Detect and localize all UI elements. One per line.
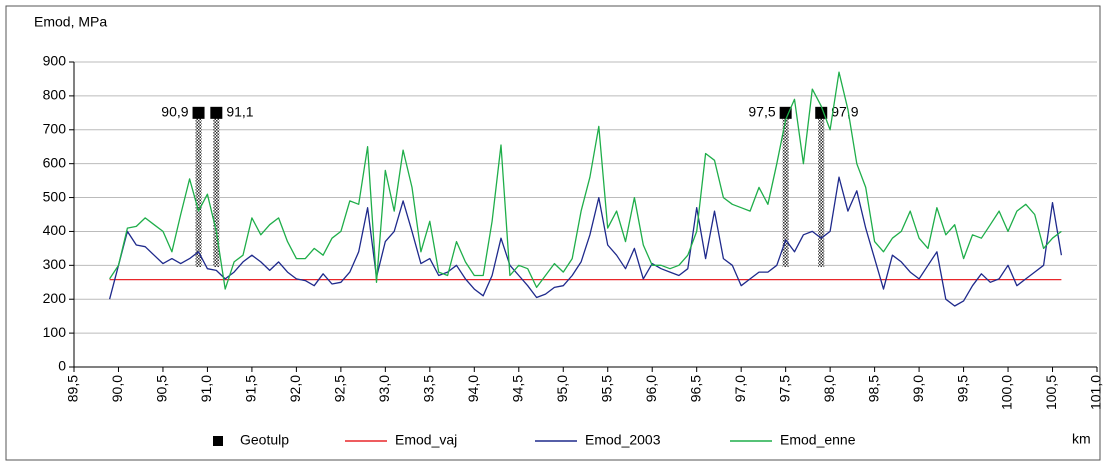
geotulp-marker bbox=[192, 106, 205, 119]
x-tick-label: 96,0 bbox=[643, 375, 659, 402]
geotulp-bar bbox=[195, 112, 202, 268]
x-tick-label: 96,5 bbox=[687, 375, 703, 402]
x-tick-label: 90,0 bbox=[109, 375, 125, 402]
geotulp-label: 90,9 bbox=[161, 104, 188, 120]
y-tick-label: 200 bbox=[43, 290, 67, 306]
x-tick-label: 94,5 bbox=[509, 375, 525, 402]
line-series bbox=[108, 176, 1063, 307]
y-tick-label: 700 bbox=[43, 120, 67, 136]
x-tick-label: 92,5 bbox=[332, 375, 348, 402]
legend-label: Geotulp bbox=[240, 432, 289, 448]
geotulp-bar bbox=[818, 112, 825, 268]
x-tick-label: 95,5 bbox=[598, 375, 614, 402]
y-tick-label: 600 bbox=[43, 154, 67, 170]
geotulp-marker bbox=[779, 106, 792, 119]
x-tick-label: 94,0 bbox=[465, 375, 481, 402]
y-axis-label: Emod, MPa bbox=[34, 14, 107, 30]
y-tick-label: 900 bbox=[43, 53, 67, 69]
x-tick-label: 93,0 bbox=[376, 375, 392, 402]
y-tick-label: 500 bbox=[43, 188, 67, 204]
x-tick-label: 92,0 bbox=[287, 375, 303, 402]
geotulp-label: 91,1 bbox=[226, 104, 253, 120]
x-tick-label: 99,0 bbox=[910, 375, 926, 402]
geotulp-bar bbox=[213, 112, 220, 268]
x-tick-label: 90,5 bbox=[154, 375, 170, 402]
legend-label: Emod_enne bbox=[780, 432, 856, 448]
y-tick-label: 300 bbox=[43, 256, 67, 272]
x-axis-label: km bbox=[1072, 431, 1091, 447]
geotulp-bar bbox=[782, 112, 789, 268]
x-tick-label: 91,5 bbox=[243, 375, 259, 402]
x-tick-label: 100,5 bbox=[1043, 375, 1059, 410]
legend-label: Emod_vaj bbox=[395, 432, 457, 448]
x-tick-label: 98,0 bbox=[821, 375, 837, 402]
geotulp-label: 97,5 bbox=[748, 104, 775, 120]
y-tick-label: 100 bbox=[43, 324, 67, 340]
y-tick-label: 0 bbox=[58, 358, 66, 374]
x-tick-label: 93,5 bbox=[421, 375, 437, 402]
x-tick-label: 95,0 bbox=[554, 375, 570, 402]
geotulp-label: 97,9 bbox=[831, 104, 858, 120]
x-tick-label: 99,5 bbox=[954, 375, 970, 402]
x-tick-label: 91,0 bbox=[198, 375, 214, 402]
x-tick-label: 98,5 bbox=[865, 375, 881, 402]
x-tick-label: 101,0 bbox=[1088, 375, 1104, 410]
x-tick-label: 100,0 bbox=[999, 375, 1015, 410]
geotulp-marker bbox=[210, 106, 223, 119]
legend-marker bbox=[213, 436, 223, 446]
line-series bbox=[109, 71, 1062, 290]
x-tick-label: 97,5 bbox=[776, 375, 792, 402]
y-tick-label: 400 bbox=[43, 222, 67, 238]
y-tick-label: 800 bbox=[43, 87, 67, 103]
x-tick-label: 97,0 bbox=[732, 375, 748, 402]
legend-label: Emod_2003 bbox=[585, 432, 661, 448]
x-tick-label: 89,5 bbox=[65, 375, 81, 402]
